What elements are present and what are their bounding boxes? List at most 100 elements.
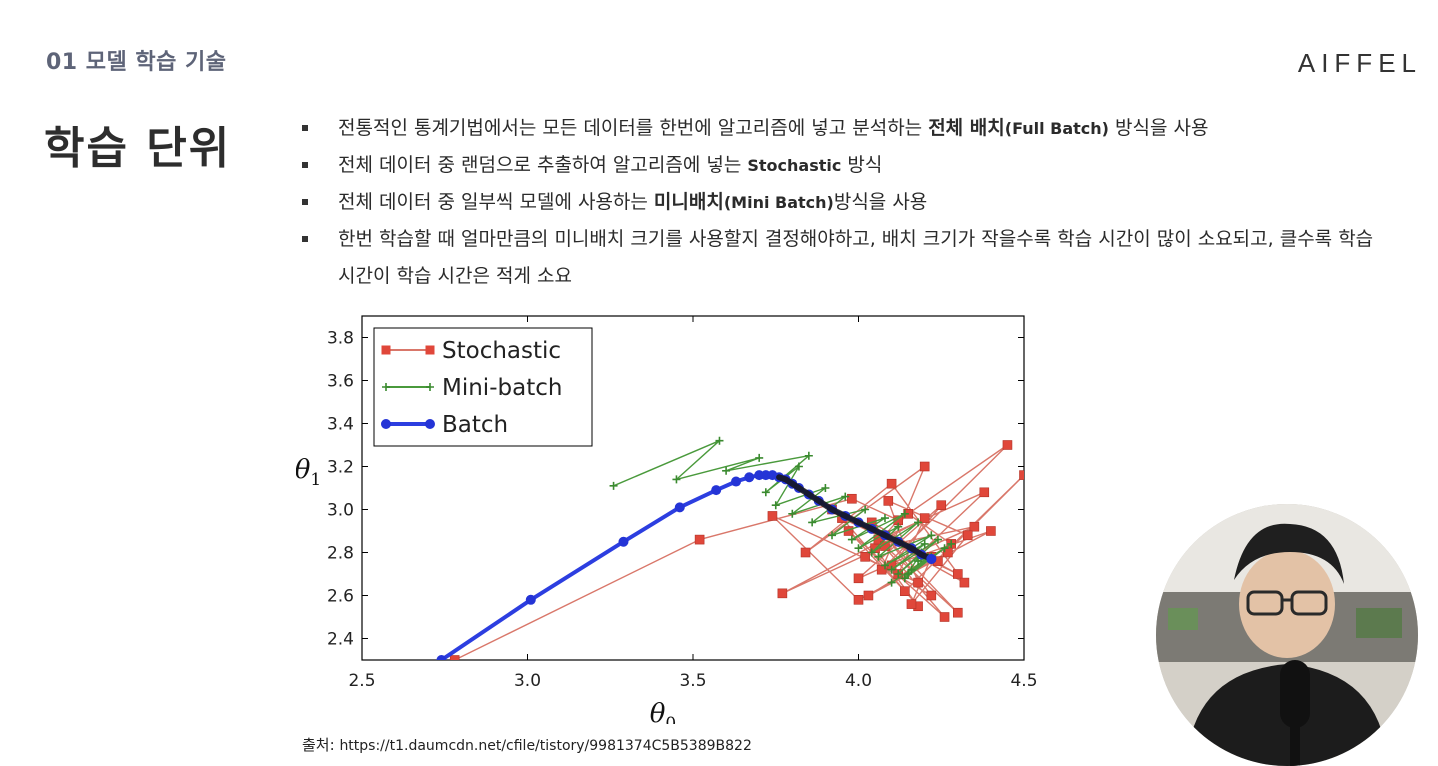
stochastic-point	[886, 478, 897, 489]
stochastic-point	[952, 607, 963, 618]
mini-batch-point	[771, 501, 780, 510]
legend-label: Mini-batch	[442, 375, 562, 401]
mini-batch-point	[761, 488, 770, 497]
bullet-text-end: 방식을 사용	[1108, 117, 1209, 139]
stochastic-point	[936, 500, 947, 510]
mini-batch-point	[788, 509, 797, 518]
stochastic-point	[939, 612, 950, 622]
batch-convergence-tail	[776, 474, 935, 562]
mini-batch-point	[887, 578, 896, 587]
stochastic-point	[986, 526, 996, 536]
bullet-item: 전체 데이터 중 랜덤으로 추출하여 알고리즘에 넣는 Stochastic 방…	[300, 147, 1390, 184]
batch-point	[618, 536, 629, 547]
mini-batch-point	[609, 481, 618, 490]
gradient-descent-chart: 2.5 3.0 3.5 4.0 4.5 2.4 2.6 2.8 3.0 3.2 3.4 3.6 3.8 θ…	[296, 312, 1040, 724]
bullet-marker-icon	[302, 236, 308, 242]
stochastic-point	[1019, 470, 1024, 480]
stochastic-point	[962, 530, 973, 541]
legend-label: Batch	[442, 412, 508, 438]
mini-batch-point	[894, 522, 903, 531]
legend-marker-square	[381, 345, 391, 355]
bullet-bold-english: Stochastic	[747, 156, 842, 175]
stochastic-point	[952, 569, 963, 579]
stochastic-point	[959, 577, 970, 588]
presenter-webcam-icon	[1156, 504, 1418, 766]
stochastic-point	[860, 552, 870, 562]
mini-batch-point	[715, 436, 724, 445]
source-url[interactable]: https://t1.daumcdn.net/cfile/tistory/998…	[339, 738, 752, 754]
mini-batch-point	[841, 492, 850, 501]
stochastic-point	[906, 599, 917, 609]
x-axis-label: θ0	[650, 699, 676, 724]
stochastic-point	[863, 590, 874, 601]
y-tick-label: 3.0	[327, 501, 354, 521]
mini-batch-point	[828, 531, 837, 540]
y-axis-label: θ1	[296, 455, 321, 490]
mini-batch-point	[867, 548, 876, 557]
page-title: 학습 단위	[44, 123, 232, 174]
y-tick-label: 3.2	[327, 458, 354, 478]
section-label: 01 모델 학습 기술	[46, 50, 227, 75]
stochastic-point	[853, 594, 864, 605]
mini-batch-point	[900, 574, 909, 583]
bullet-text: 전체 데이터 중 일부씩 모델에 사용하는	[338, 191, 654, 213]
bullet-marker-icon	[302, 199, 308, 205]
mini-batch-point	[904, 570, 913, 578]
legend-label: Stochastic	[442, 338, 561, 364]
source-citation: 출처: https://t1.daumcdn.net/cfile/tistory…	[302, 734, 752, 755]
mini-batch-point	[940, 544, 949, 553]
mini-batch-point	[920, 539, 929, 548]
stochastic-point	[777, 588, 788, 599]
stochastic-point	[694, 534, 705, 545]
x-tick-label: 3.0	[514, 671, 541, 691]
legend-marker-square	[425, 345, 435, 355]
y-tick-label: 3.4	[327, 415, 354, 435]
bullet-list: 전통적인 통계기법에서는 모든 데이터를 한번에 알고리즘에 넣고 분석하는 전…	[300, 110, 1390, 295]
legend-marker-circle	[425, 419, 435, 429]
bullet-text-end: 방식을 사용	[833, 191, 928, 213]
bullet-bold-term: 전체 배치	[928, 117, 1005, 139]
mini-batch-point	[755, 453, 764, 462]
mini-batch-point	[804, 451, 813, 460]
bullet-text: 한번 학습할 때 얼마만큼의 미니배치 크기를 사용할지 결정해야하고, 배치 …	[338, 228, 1374, 287]
bullet-bold-english: (Full Batch)	[1004, 119, 1109, 138]
mini-batch-point	[854, 544, 863, 553]
mini-batch-point	[914, 557, 923, 566]
stochastic-point	[900, 586, 910, 597]
y-tick-label: 3.6	[327, 372, 354, 392]
legend-marker-plus	[382, 383, 390, 391]
legend: Stochastic Mini-batch Batch	[373, 327, 593, 447]
chart-svg: 2.5 3.0 3.5 4.0 4.5 2.4 2.6 2.8 3.0 3.2 3.4 3.6 3.8 θ…	[296, 315, 1038, 724]
mini-batch-point	[933, 535, 942, 544]
stochastic-point	[767, 511, 778, 521]
legend-marker-plus	[426, 383, 434, 391]
y-tick-label: 2.8	[327, 544, 354, 564]
batch-final-point	[926, 553, 937, 564]
mini-batch-point	[672, 475, 681, 484]
plot-content	[436, 436, 1024, 660]
mini-batch-point	[722, 466, 731, 475]
x-tick-label: 4.0	[845, 671, 872, 691]
mini-batch-point	[887, 565, 896, 574]
y-tick-label: 2.4	[327, 630, 354, 650]
mini-batch-point	[947, 539, 956, 548]
mini-batch-point	[808, 518, 817, 527]
mini-batch-point	[874, 552, 883, 561]
x-tick-label: 2.5	[348, 671, 375, 691]
mini-batch-point	[794, 462, 803, 471]
mini-batch-point	[880, 561, 889, 570]
stochastic-point	[979, 487, 990, 498]
stochastic-point	[800, 547, 811, 558]
batch-point	[674, 502, 685, 513]
y-tick-label: 2.6	[327, 587, 354, 607]
stochastic-point	[926, 590, 937, 601]
y-tick-label: 3.8	[327, 329, 354, 349]
bullet-bold-term: 미니배치	[653, 191, 724, 213]
mini-batch-point	[821, 484, 830, 492]
batch-point	[744, 472, 755, 483]
stochastic-point	[847, 493, 857, 504]
stochastic-point	[853, 573, 864, 584]
bullet-item: 전체 데이터 중 일부씩 모델에 사용하는 미니배치(Mini Batch)방식…	[300, 184, 1390, 221]
stochastic-point	[919, 461, 930, 472]
aiffel-logo: AIFFEL	[1297, 48, 1422, 78]
